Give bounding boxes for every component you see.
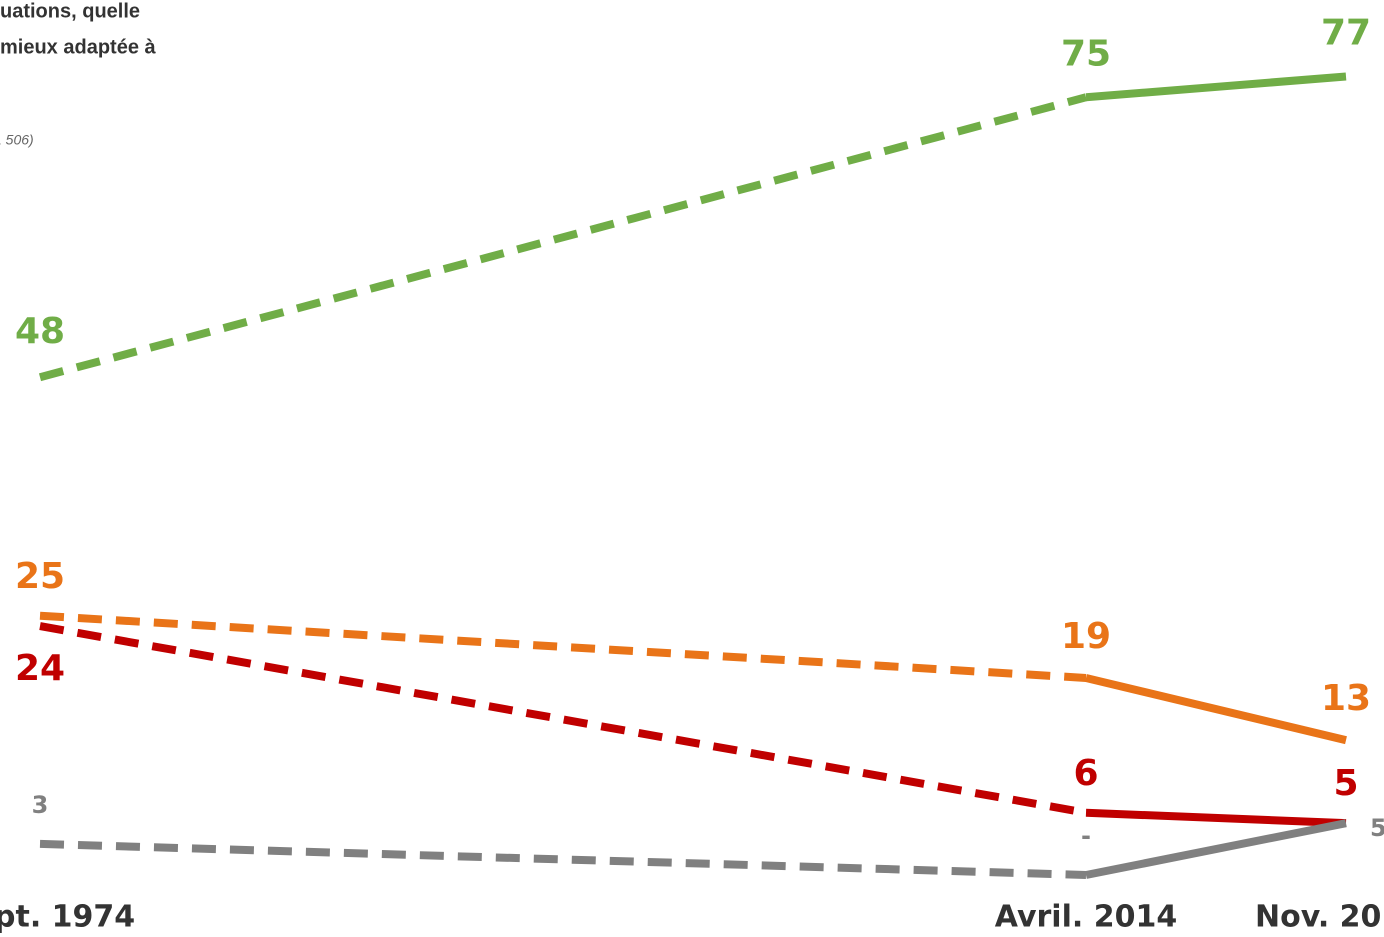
line-segment (39, 622, 1087, 817)
line-segment (39, 839, 1087, 879)
data-label: 24 (15, 648, 65, 689)
x-tick-label: Avril. 2014 (995, 900, 1177, 935)
data-label: 3 (32, 791, 49, 819)
line-segment (38, 93, 1088, 382)
line-segment (39, 611, 1087, 682)
title-line: uations, quelle (0, 0, 140, 22)
line-segment (1085, 72, 1347, 102)
data-label: 48 (15, 311, 65, 352)
data-label: 75 (1061, 33, 1111, 74)
data-label: 25 (15, 556, 65, 597)
data-label: 13 (1321, 678, 1371, 719)
subtitle: 1 506) (0, 132, 34, 148)
line-segment (1085, 808, 1347, 828)
data-label: 5 (1370, 814, 1384, 842)
x-tick-label: Nov. 20 (1255, 900, 1381, 935)
data-label: - (1081, 822, 1091, 850)
data-label: 6 (1073, 753, 1098, 794)
data-label: 5 (1333, 763, 1358, 804)
title-line: mieux adaptée à (0, 36, 157, 58)
line-segment (1085, 674, 1347, 745)
data-label: 77 (1321, 13, 1371, 54)
x-tick-label: pt. 1974 (0, 900, 135, 935)
line-segment (1085, 819, 1347, 879)
data-label: 19 (1061, 616, 1111, 657)
